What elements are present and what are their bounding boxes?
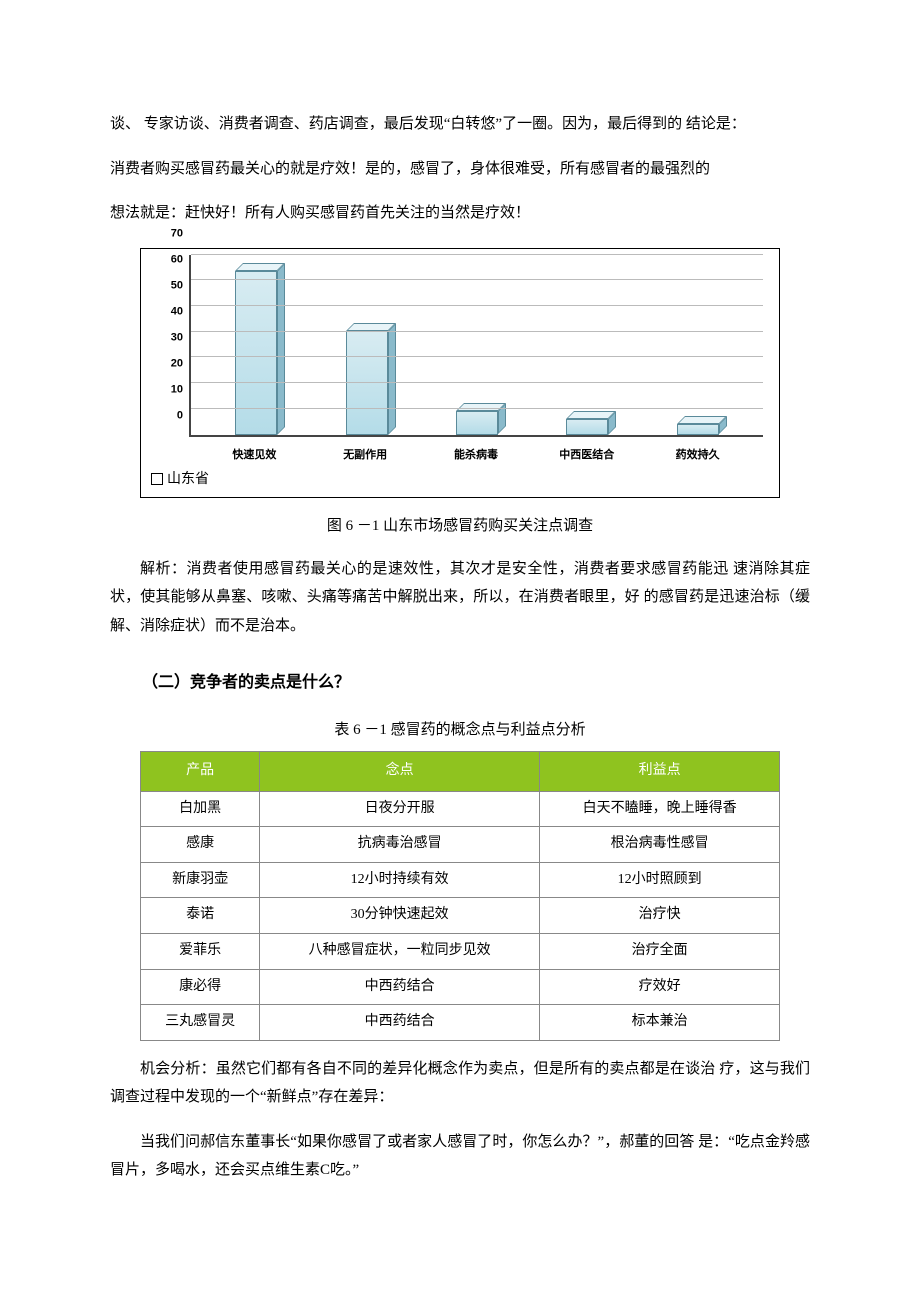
table-cell: 白加黑 — [141, 791, 260, 827]
table-cell: 12小时照顾到 — [540, 862, 780, 898]
table-cell: 中西药结合 — [260, 1005, 540, 1041]
y-tick-label: 60 — [171, 249, 183, 270]
y-axis: 010203040506070 — [147, 255, 187, 437]
grid-line — [191, 356, 763, 357]
y-tick-label: 20 — [171, 353, 183, 374]
x-axis-label: 无副作用 — [335, 441, 395, 465]
paragraph-intro-3: 想法就是：赶快好！所有人购买感冒药首先关注的当然是疗效！ — [110, 199, 810, 228]
bar-front — [235, 271, 277, 435]
plot-area — [189, 255, 763, 437]
y-tick-label: 10 — [171, 379, 183, 400]
table-header-cell: 产品 — [141, 751, 260, 791]
chart-legend: 山东省 — [147, 465, 773, 496]
bar — [677, 424, 719, 434]
table-header-cell: 念点 — [260, 751, 540, 791]
table-row: 新康羽壶12小时持续有效12小时照顾到 — [141, 862, 780, 898]
table-row: 爱菲乐八种感冒症状，一粒同步见效治疗全面 — [141, 933, 780, 969]
bar-front — [456, 411, 498, 434]
table-body: 白加黑日夜分开服白天不瞌睡，晚上睡得香感康抗病毒治感冒根治病毒性感冒新康羽壶12… — [141, 791, 780, 1040]
chart-container: 010203040506070 快速见效无副作用能杀病毒中西医结合药效持久 山东… — [140, 248, 780, 499]
paragraph-analysis: 解析：消费者使用感冒药最关心的是速效性，其次才是安全性，消费者要求感冒药能迅 速… — [110, 555, 810, 641]
table-cell: 治疗快 — [540, 898, 780, 934]
table-cell: 白天不瞌睡，晚上睡得香 — [540, 791, 780, 827]
y-tick-label: 30 — [171, 327, 183, 348]
y-tick-label: 0 — [177, 405, 183, 426]
grid-line — [191, 305, 763, 306]
bar-side — [388, 323, 396, 435]
table-cell: 康必得 — [141, 969, 260, 1005]
table-header-cell: 利益点 — [540, 751, 780, 791]
bar-top — [677, 416, 727, 424]
grid-line — [191, 382, 763, 383]
x-axis-label: 能杀病毒 — [446, 441, 506, 465]
chart-caption: 图 6 －1 山东市场感冒药购买关注点调查 — [110, 512, 810, 541]
paragraph-intro-1: 谈、 专家访谈、消费者调查、药店调查，最后发现“白转悠”了一圈。因为，最后得到的… — [110, 110, 810, 139]
table-cell: 爱菲乐 — [141, 933, 260, 969]
table-row: 康必得中西药结合疗效好 — [141, 969, 780, 1005]
table-cell: 感康 — [141, 827, 260, 863]
table-row: 泰诺30分钟快速起效治疗快 — [141, 898, 780, 934]
table-cell: 八种感冒症状，一粒同步见效 — [260, 933, 540, 969]
table-cell: 三丸感冒灵 — [141, 1005, 260, 1041]
paragraph-opportunity-2: 当我们问郝信东董事长“如果你感冒了或者家人感冒了时，你怎么办？”，郝董的回答 是… — [110, 1128, 810, 1185]
table-row: 白加黑日夜分开服白天不瞌睡，晚上睡得香 — [141, 791, 780, 827]
y-tick-label: 40 — [171, 301, 183, 322]
bar-front — [677, 424, 719, 434]
bar — [235, 271, 277, 435]
y-tick-label: 50 — [171, 275, 183, 296]
table-cell: 中西药结合 — [260, 969, 540, 1005]
table-cell: 根治病毒性感冒 — [540, 827, 780, 863]
grid-line — [191, 254, 763, 255]
x-axis-label: 中西医结合 — [557, 441, 617, 465]
legend-swatch-icon — [151, 473, 163, 485]
table-cell: 抗病毒治感冒 — [260, 827, 540, 863]
table-row: 感康抗病毒治感冒根治病毒性感冒 — [141, 827, 780, 863]
x-axis-labels: 快速见效 无副作用 能杀病毒 中西医结合 药效持久 — [189, 441, 763, 465]
bar — [456, 411, 498, 434]
table-cell: 日夜分开服 — [260, 791, 540, 827]
bar-front — [566, 419, 608, 435]
x-axis-label: 快速见效 — [224, 441, 284, 465]
table-cell: 标本兼治 — [540, 1005, 780, 1041]
grid-line — [191, 279, 763, 280]
table-row: 三丸感冒灵中西药结合标本兼治 — [141, 1005, 780, 1041]
table-header-row: 产品念点利益点 — [141, 751, 780, 791]
bar-top — [235, 263, 285, 271]
x-axis-label: 药效持久 — [668, 441, 728, 465]
bar-top — [346, 323, 396, 331]
table-cell: 泰诺 — [141, 898, 260, 934]
table-cell: 新康羽壶 — [141, 862, 260, 898]
grid-line — [191, 408, 763, 409]
legend-label: 山东省 — [167, 472, 209, 487]
paragraph-opportunity-1: 机会分析：虽然它们都有各自不同的差异化概念作为卖点，但是所有的卖点都是在谈治 疗… — [110, 1055, 810, 1112]
bar-chart: 010203040506070 快速见效无副作用能杀病毒中西医结合药效持久 — [189, 255, 763, 465]
grid-line — [191, 331, 763, 332]
table-caption: 表 6 －1 感冒药的概念点与利益点分析 — [110, 716, 810, 745]
competitor-table: 产品念点利益点 白加黑日夜分开服白天不瞌睡，晚上睡得香感康抗病毒治感冒根治病毒性… — [140, 751, 780, 1041]
bar — [566, 419, 608, 435]
table-cell: 30分钟快速起效 — [260, 898, 540, 934]
bar-top — [566, 411, 616, 419]
table-cell: 12小时持续有效 — [260, 862, 540, 898]
y-tick-label: 70 — [171, 223, 183, 244]
table-cell: 治疗全面 — [540, 933, 780, 969]
table-cell: 疗效好 — [540, 969, 780, 1005]
section-2-heading: （二）竞争者的卖点是什么？ — [110, 668, 810, 698]
paragraph-intro-2: 消费者购买感冒药最关心的就是疗效！是的，感冒了，身体很难受，所有感冒者的最强烈的 — [110, 155, 810, 184]
